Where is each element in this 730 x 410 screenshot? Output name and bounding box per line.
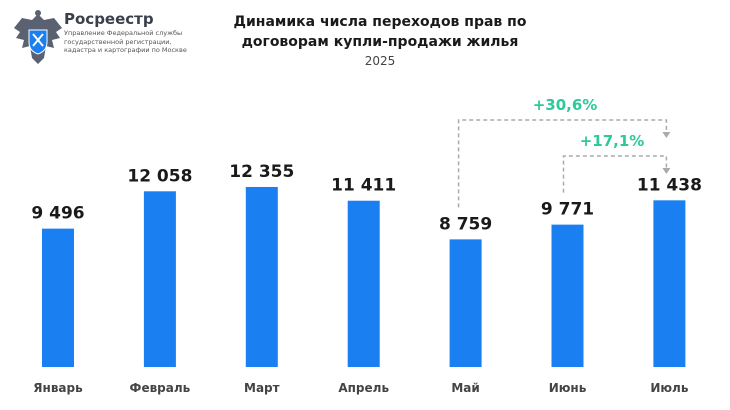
- value-label: 9 771: [541, 200, 594, 220]
- category-label: Июнь: [549, 381, 587, 395]
- category-label: Апрель: [338, 381, 389, 395]
- bar-1: [143, 191, 176, 367]
- value-label: 9 496: [31, 204, 84, 224]
- category-label: Май: [451, 381, 479, 395]
- chart-title: Динамика числа переходов прав по договор…: [233, 14, 527, 50]
- growth-annotation: +30,6%: [533, 96, 598, 114]
- bar-3: [347, 200, 380, 367]
- category-label: Июль: [650, 381, 688, 395]
- brand-subtitle: Управление Федеральной службы государств…: [64, 29, 187, 54]
- growth-annotation: +17,1%: [580, 132, 645, 150]
- bar-0: [42, 228, 74, 367]
- value-label: 8 759: [439, 214, 492, 234]
- arrow-down-icon: [662, 132, 671, 138]
- value-label: 12 355: [229, 162, 294, 182]
- bar-4: [449, 239, 482, 367]
- value-label: 11 438: [637, 175, 702, 195]
- rosreestr-emblem-icon: [14, 10, 62, 64]
- chart-subtitle: 2025: [364, 54, 396, 68]
- value-label: 11 411: [331, 176, 396, 196]
- bar-6: [653, 200, 686, 367]
- category-label: Февраль: [130, 381, 191, 395]
- category-label: Март: [244, 381, 280, 395]
- bar-5: [551, 224, 584, 367]
- category-label: Январь: [33, 381, 83, 395]
- annotation-connector-0: [457, 119, 668, 208]
- value-label: 12 058: [127, 166, 192, 186]
- brand-name: Росреестр: [64, 10, 154, 28]
- bar-2: [245, 186, 278, 367]
- arrow-down-icon: [662, 168, 671, 174]
